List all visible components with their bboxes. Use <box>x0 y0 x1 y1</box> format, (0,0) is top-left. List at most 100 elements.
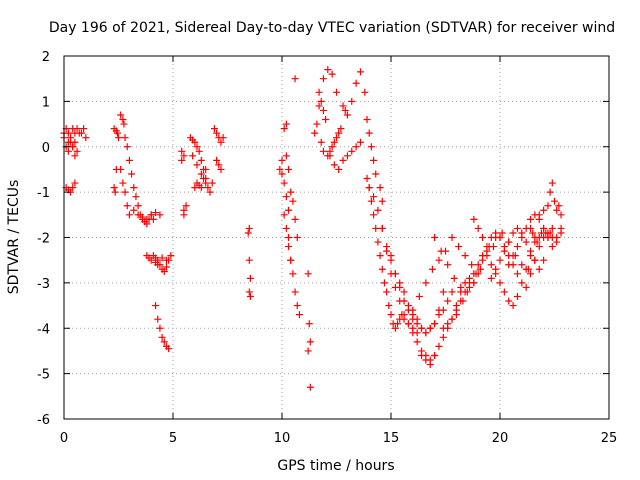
data-point <box>282 152 290 160</box>
data-point <box>356 68 364 76</box>
data-point <box>291 75 299 83</box>
data-point <box>280 125 288 133</box>
data-point <box>280 179 288 187</box>
data-point <box>394 320 402 328</box>
data-point <box>132 193 140 201</box>
data-point <box>444 297 452 305</box>
data-point <box>500 288 508 296</box>
data-point <box>213 129 221 137</box>
data-point <box>378 224 386 232</box>
data-point <box>498 229 506 237</box>
y-tick-label: -1 <box>37 186 50 201</box>
data-point <box>337 125 345 133</box>
data-point <box>245 256 253 264</box>
data-point <box>472 270 480 278</box>
data-point <box>483 247 491 255</box>
data-point <box>452 311 460 319</box>
y-tick-label: -5 <box>37 368 50 383</box>
data-point <box>391 324 399 332</box>
axis-ticks <box>63 55 610 420</box>
data-point <box>535 243 543 251</box>
data-point <box>548 179 556 187</box>
data-point <box>120 120 128 128</box>
data-point <box>117 165 125 173</box>
data-point <box>208 179 216 187</box>
data-point <box>315 102 323 110</box>
y-tick-label: 2 <box>42 50 50 65</box>
data-point <box>293 234 301 241</box>
data-point <box>513 292 521 300</box>
data-point <box>479 234 487 241</box>
x-tick-label: 0 <box>60 431 68 446</box>
data-point <box>110 184 118 192</box>
data-point <box>149 215 157 223</box>
x-tick-label: 25 <box>601 431 618 446</box>
data-point <box>311 129 319 137</box>
data-point <box>500 247 508 255</box>
data-point <box>326 152 334 160</box>
data-point <box>191 184 199 192</box>
data-point <box>396 283 404 291</box>
data-point <box>156 211 164 219</box>
data-point <box>217 138 225 146</box>
data-point <box>540 206 548 214</box>
data-point <box>352 79 360 87</box>
data-point <box>422 329 430 337</box>
data-point <box>304 270 312 278</box>
data-point <box>219 134 227 142</box>
data-point <box>380 279 388 287</box>
data-point <box>435 306 443 314</box>
data-point <box>496 256 504 264</box>
data-point <box>356 138 364 146</box>
data-point <box>418 324 426 332</box>
data-point <box>119 179 127 187</box>
data-point <box>293 302 301 310</box>
data-point <box>204 184 212 192</box>
data-point <box>335 165 343 173</box>
data-point <box>73 147 81 155</box>
data-point <box>374 206 382 214</box>
data-point <box>335 129 343 137</box>
data-point <box>457 283 465 291</box>
data-point <box>121 134 129 142</box>
data-point <box>343 111 351 119</box>
data-point <box>245 224 253 232</box>
data-point <box>246 292 254 300</box>
data-point <box>409 315 417 323</box>
data-point <box>513 270 521 278</box>
data-point <box>64 147 72 155</box>
data-point <box>158 254 166 262</box>
data-point <box>470 215 478 223</box>
data-point <box>180 206 188 214</box>
data-point <box>130 206 138 214</box>
data-point <box>439 324 447 332</box>
data-point <box>64 129 72 137</box>
data-point <box>370 156 378 164</box>
data-point <box>527 224 535 232</box>
data-point <box>123 143 131 151</box>
data-point <box>485 243 493 251</box>
data-point <box>431 351 439 359</box>
data-point <box>522 283 530 291</box>
data-point <box>291 288 299 296</box>
data-point <box>213 156 221 164</box>
data-point <box>333 134 340 142</box>
data-point <box>200 175 208 183</box>
data-point <box>143 215 151 223</box>
data-point <box>193 143 201 151</box>
data-point <box>210 125 218 133</box>
data-point <box>113 129 121 137</box>
data-point <box>191 138 199 146</box>
data-point <box>505 297 513 305</box>
data-point <box>328 70 336 78</box>
data-point <box>468 261 476 269</box>
data-point <box>278 156 286 164</box>
data-point <box>435 256 443 264</box>
data-point <box>285 165 293 173</box>
data-point <box>330 138 338 146</box>
data-point <box>385 302 393 310</box>
data-point <box>476 265 484 273</box>
data-point <box>492 234 500 241</box>
x-tick-label: 10 <box>274 431 291 446</box>
